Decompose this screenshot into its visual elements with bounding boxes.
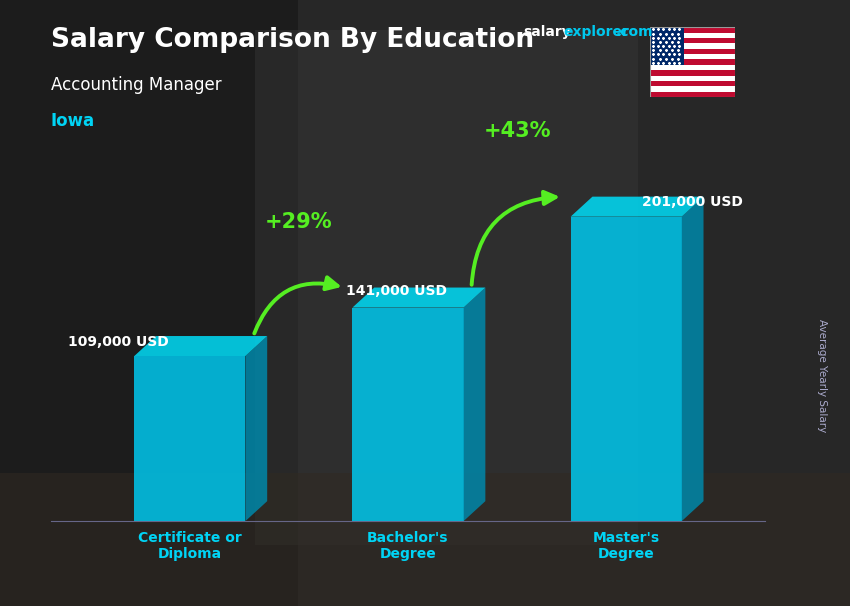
Text: 201,000 USD: 201,000 USD [642, 195, 743, 209]
Bar [650, 48, 735, 54]
Text: .com: .com [615, 25, 653, 39]
Bar [650, 92, 735, 97]
Text: Average Yearly Salary: Average Yearly Salary [817, 319, 827, 432]
Bar [650, 54, 735, 59]
Polygon shape [353, 307, 463, 521]
Bar [650, 27, 735, 33]
Text: 141,000 USD: 141,000 USD [346, 284, 446, 298]
Text: explorer: explorer [564, 25, 629, 39]
Bar [650, 81, 735, 86]
Bar [650, 38, 735, 44]
Polygon shape [570, 196, 704, 216]
Bar [650, 59, 735, 65]
Bar [650, 33, 735, 38]
Polygon shape [353, 288, 485, 307]
Polygon shape [463, 288, 485, 521]
Text: Accounting Manager: Accounting Manager [51, 76, 222, 94]
Bar [650, 70, 735, 76]
Bar [650, 65, 735, 70]
Text: Iowa: Iowa [51, 112, 95, 130]
Polygon shape [570, 216, 682, 521]
Polygon shape [134, 356, 246, 521]
Text: +29%: +29% [265, 212, 332, 232]
Text: +43%: +43% [484, 121, 551, 141]
Polygon shape [134, 336, 267, 356]
Text: 109,000 USD: 109,000 USD [68, 335, 169, 348]
Bar [650, 44, 735, 48]
Bar [650, 86, 735, 92]
FancyBboxPatch shape [0, 473, 850, 606]
Bar [650, 76, 735, 81]
Text: salary: salary [523, 25, 570, 39]
Text: Salary Comparison By Education: Salary Comparison By Education [51, 27, 534, 53]
Polygon shape [246, 336, 267, 521]
FancyBboxPatch shape [0, 0, 298, 606]
Polygon shape [682, 196, 704, 521]
FancyBboxPatch shape [255, 30, 638, 545]
Bar [650, 27, 684, 65]
